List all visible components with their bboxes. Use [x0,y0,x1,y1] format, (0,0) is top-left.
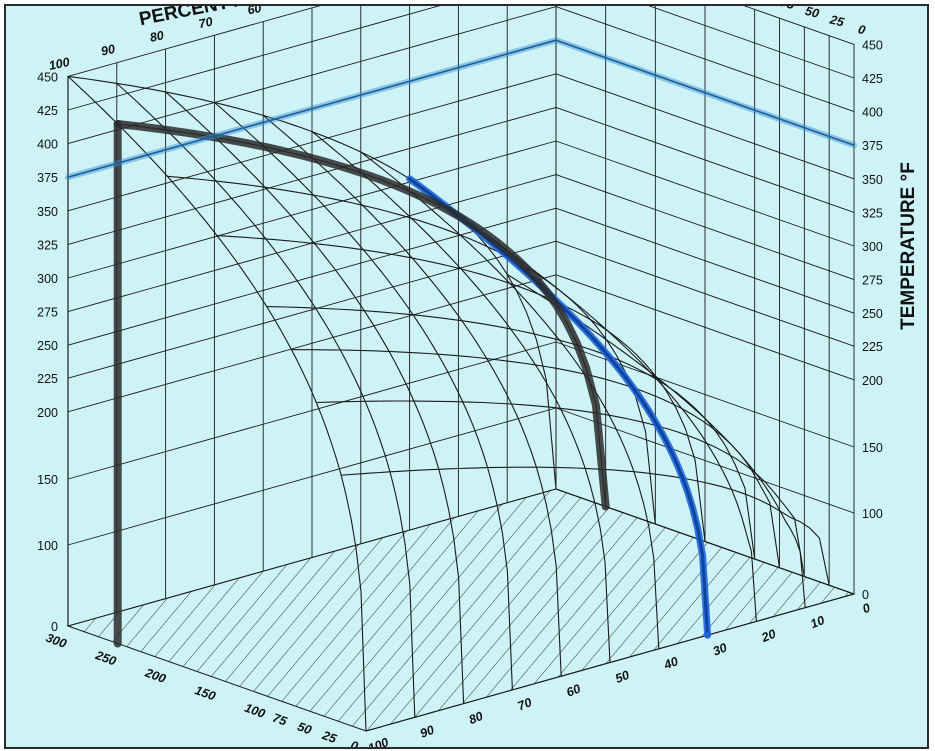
tick-label-temperature-left: 275 [37,306,58,320]
tick-label-temperature-right: 350 [862,173,883,187]
grid-line [67,73,557,212]
grid-line [743,6,855,45]
tick-label-temperature-right: 425 [862,72,883,86]
tick-label-temperature-left: 0 [51,620,58,634]
tick-label-pressure-bottom: 75 [271,711,290,729]
tick-label-air-bottom: 80 [467,709,485,727]
surface-line-pressure [340,466,830,586]
tick-label-temperature-left: 150 [37,473,58,487]
tick-label-temperature-left: 250 [37,339,58,353]
tick-label-pressure-bottom: 100 [243,701,267,721]
grid-line [67,6,557,145]
chart-grid [66,6,856,732]
surface-line-pressure [315,400,805,578]
tick-label-air-bottom: 0 [860,601,872,617]
grid-line [555,106,855,213]
surface-line-pressure [290,349,781,569]
tick-label-temperature-left: 300 [37,272,58,286]
tick-label-temperature-left: 200 [37,406,58,420]
tick-label-temperature-right: 225 [862,340,883,354]
tick-label-temperature-right: 300 [862,240,883,254]
surface-line-pressure [266,306,756,560]
grid-line [555,73,855,180]
grid-line [555,274,855,381]
tick-label-temperature-right: 450 [862,38,883,52]
chart-frame: 1009080706050403020100300250200150100755… [4,4,929,749]
tick-label-temperature-left: 425 [37,104,58,118]
grid-line [555,341,855,448]
tick-label-pressure-top: 25 [828,12,847,29]
grid-line [67,140,557,279]
tick-label-air-bottom: 10 [808,613,826,631]
tick-label-temperature-right: 375 [862,139,883,153]
tick-label-temperature-right: 150 [862,441,883,455]
highlight-plane-temperature [65,37,857,181]
grid-line [555,407,855,514]
tick-label-air-top: 80 [149,28,166,45]
surface-line-pressure [216,235,706,543]
tick-label-pressure-bottom: 200 [142,665,167,686]
tick-label-pressure-bottom: 150 [193,683,217,703]
highlight-path-pressure [113,120,610,511]
tick-label-air-bottom: 40 [661,654,680,673]
tick-label-temperature-left: 325 [37,238,58,252]
tick-label-pressure-top: 75 [779,6,797,12]
grid-line [555,207,855,314]
tick-label-air-bottom: 100 [366,735,391,749]
grid-line [67,6,321,77]
floor-hatch [66,488,856,732]
tick-label-temperature-right: 0 [862,588,869,602]
surface-line-pressure [365,593,855,732]
grid-line [67,274,557,413]
grid-line [555,240,855,347]
tick-label-pressure-bottom: 25 [320,728,340,747]
grid-line [67,106,557,245]
chart-surface: 1009080706050403020100300250200150100755… [37,6,919,749]
axis-title-temperature: TEMPERATURE °F [898,162,919,330]
tick-label-air-bottom: 90 [418,723,436,741]
tick-label-pressure-top: 0 [857,22,867,37]
grid-line [67,240,557,379]
highlight-plane-temperature-core [67,39,855,178]
tick-label-temperature-right: 250 [862,307,883,321]
tick-label-pressure-bottom: 0 [349,738,360,749]
grid-line [555,6,855,113]
tick-label-temperature-left: 400 [37,138,58,152]
axis-title-air: PERCENT AIR BY VOLUME—% [137,6,418,30]
grid-line [555,140,855,247]
tick-label-air-bottom: 60 [564,682,582,700]
tick-label-air-bottom: 50 [613,668,631,686]
grid-line [648,6,855,79]
tick-label-pressure-top: 50 [804,6,821,21]
tick-label-air-bottom: 20 [759,627,778,646]
tick-label-pressure-bottom: 300 [44,631,68,651]
tick-label-pressure-bottom: 50 [296,719,314,737]
tick-label-pressure-bottom: 250 [93,648,118,669]
tick-label-air-top: 90 [100,42,117,59]
tick-label-temperature-right: 400 [862,106,883,120]
tick-label-air-top: 60 [246,6,263,17]
tick-label-air-bottom: 30 [711,640,729,658]
tick-label-temperature-left: 450 [37,70,58,84]
tick-label-temperature-right: 325 [862,206,883,220]
highlight-paths [65,37,857,648]
tick-label-air-top: 100 [48,55,71,73]
tick-label-temperature-left: 375 [37,171,58,185]
tick-label-air-bottom: 70 [516,695,534,713]
tick-label-air-top: 70 [197,15,214,32]
tick-label-temperature-right: 275 [862,274,883,288]
grid-line [67,6,441,111]
tick-label-temperature-right: 100 [862,507,883,521]
tick-label-temperature-left: 350 [37,205,58,219]
tick-label-temperature-left: 100 [37,539,58,553]
surface-line-pressure [166,175,656,525]
tick-label-temperature-right: 200 [862,374,883,388]
tick-label-temperature-left: 225 [37,372,58,386]
grid-line [555,174,855,281]
grid-line [67,341,557,480]
